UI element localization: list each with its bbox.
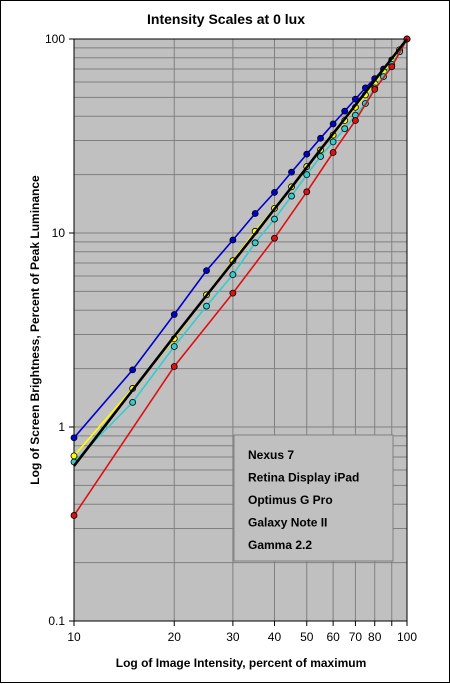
data-point [170,343,178,350]
legend-entry: Galaxy Note II [248,516,327,530]
data-point [317,134,324,142]
x-tick-label: 10 [67,630,81,644]
data-point [129,366,137,374]
data-point [303,171,311,179]
data-point [271,188,278,196]
data-point [203,267,210,275]
x-tick-label: 60 [326,630,340,644]
data-point [352,95,359,103]
data-point [170,363,178,370]
legend-entry: Nexus 7 [248,448,294,462]
y-axis-label: Log of Screen Brightness, Percent of Pea… [28,175,42,485]
chart-title: Intensity Scales at 0 lux [147,11,305,27]
legend-entry: Optimus G Pro [248,493,333,507]
data-point [229,236,237,244]
plot-border [73,38,408,622]
series-line [73,38,408,516]
data-point [317,153,324,160]
data-point [70,512,78,519]
data-point [341,107,349,115]
y-tick-label: 10 [52,226,66,240]
legend-entry: Gamma 2.2 [248,538,312,552]
x-tick-label: 40 [268,630,282,644]
series-line [72,38,409,467]
data-point [70,434,78,442]
data-point [271,234,278,242]
y-tick-label: 100 [45,32,65,46]
x-tick-label: 30 [226,630,240,644]
x-axis-label: Log of Image Intensity, percent of maxim… [116,656,366,670]
y-tick-label: 1 [58,420,65,434]
x-tick-label: 70 [349,630,363,644]
data-point [251,239,259,247]
legend-entry: Retina Display iPad [248,471,359,485]
data-point [329,149,337,156]
data-point [388,63,396,71]
data-point [303,150,311,158]
data-point [229,271,237,279]
data-point [70,452,78,460]
data-point [229,289,237,297]
data-point [251,210,259,217]
data-point [329,138,337,146]
data-point [329,120,337,128]
data-point [170,311,178,318]
x-tick-label: 50 [300,630,314,644]
x-tick-label: 80 [368,630,382,644]
y-tick-label: 0.1 [48,614,65,628]
x-tick-label: 100 [397,630,417,644]
data-point [203,302,210,310]
data-point [341,125,349,133]
data-point [288,192,295,200]
data-point [288,168,295,176]
legend-box [233,434,394,562]
data-point [371,85,379,93]
data-point [129,398,137,406]
data-point [303,188,311,196]
data-point [352,117,359,124]
x-tick-label: 20 [168,630,182,644]
data-point [271,215,278,223]
